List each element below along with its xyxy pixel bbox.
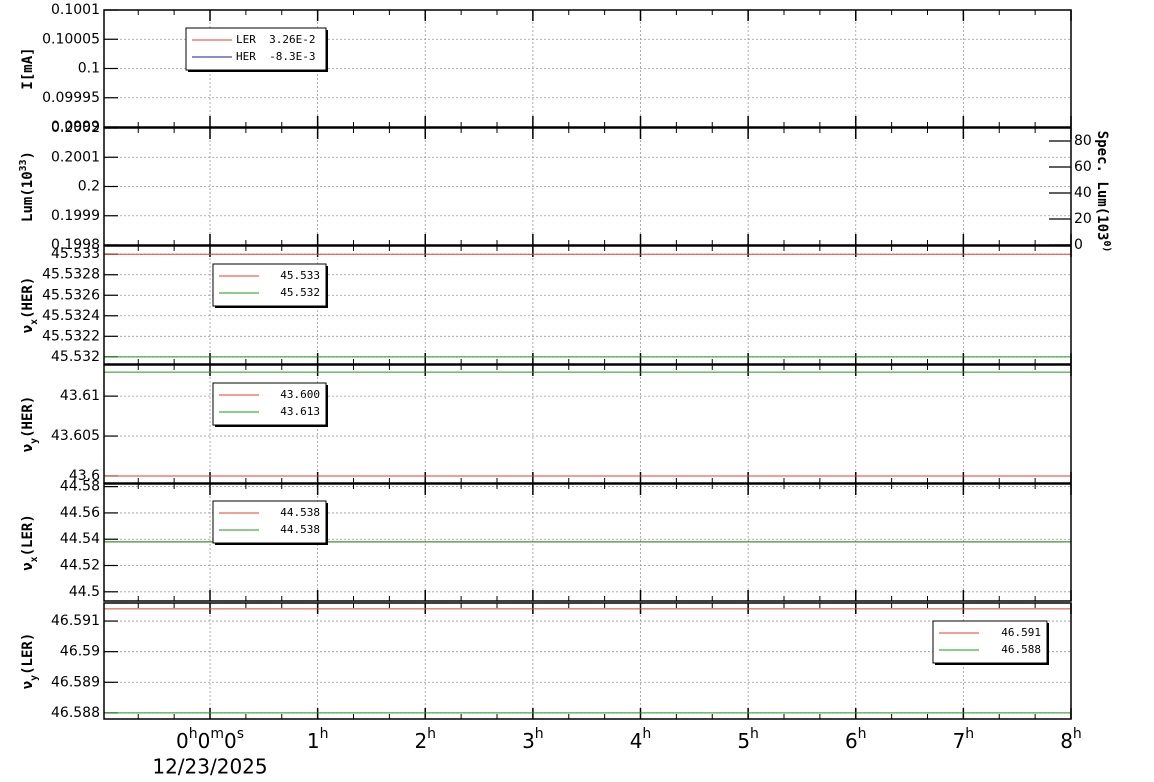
legend-label: 45.532 — [280, 286, 320, 299]
x-tick-label: 0h0m0s — [176, 726, 244, 753]
y-tick-label: 45.532 — [51, 349, 100, 365]
y2-tick-label: 80 — [1074, 133, 1092, 149]
y-axis-label: I[mA] — [20, 47, 36, 89]
y-tick-label: 46.59 — [60, 644, 100, 660]
y2-tick-label: 20 — [1074, 211, 1092, 227]
y2-tick-label: 60 — [1074, 159, 1092, 175]
y-tick-label: 0.1 — [78, 61, 100, 77]
y-tick-label: 45.533 — [51, 246, 100, 262]
legend-label: 43.613 — [280, 405, 320, 418]
y-tick-label: 46.591 — [51, 613, 100, 629]
y-tick-label: 44.52 — [60, 558, 100, 574]
y-tick-label: 0.09995 — [42, 90, 100, 106]
y-tick-label: 0.1999 — [51, 208, 100, 224]
y-tick-label: 43.61 — [60, 388, 100, 404]
y-tick-label: 46.588 — [51, 705, 100, 721]
legend-box — [212, 263, 327, 307]
x-tick-label: 2h — [414, 726, 436, 753]
y-tick-label: 44.56 — [60, 505, 100, 521]
legend-label: 43.600 — [280, 388, 320, 401]
y-tick-label: 0.1998 — [51, 237, 100, 253]
y-tick-label: 45.5328 — [42, 267, 100, 283]
legend-box — [212, 382, 327, 426]
y-axis-label: νx(LER) — [20, 514, 40, 571]
y-axis-label: Lum(1033) — [18, 151, 37, 222]
panel-frame — [103, 245, 1072, 365]
y-tick-label: 44.5 — [69, 584, 100, 600]
legend-label: 46.591 — [1001, 626, 1041, 639]
x-tick-label: 8h — [1060, 726, 1082, 753]
x-tick-label: 3h — [522, 726, 544, 753]
x-tick-label: 6h — [845, 726, 867, 753]
y-tick-label: 45.5326 — [42, 287, 100, 303]
legend-label: 44.538 — [280, 523, 320, 536]
panel-frame — [103, 602, 1072, 720]
y-tick-label: 43.605 — [51, 428, 100, 444]
y-tick-label: 44.54 — [60, 531, 100, 547]
x-tick-label: 4h — [630, 726, 652, 753]
y-tick-label: 44.58 — [60, 479, 100, 495]
y-tick-label: 0.2 — [78, 179, 100, 195]
y-tick-label: 0.10005 — [42, 31, 100, 47]
y-axis-label: νy(HER) — [20, 396, 40, 453]
y-tick-label: 46.589 — [51, 674, 100, 690]
y-tick-label: 0.0999 — [51, 119, 100, 135]
legend-box — [185, 27, 327, 71]
y-axis-label: νy(LER) — [20, 633, 40, 690]
legend-label: 45.533 — [280, 269, 320, 282]
legend-label: LER 3.26E-2 — [236, 33, 315, 46]
legend-box — [212, 500, 327, 544]
panel-frame — [103, 9, 1072, 128]
legend-label: 44.538 — [280, 506, 320, 519]
x-tick-label: 7h — [953, 726, 975, 753]
x-tick-label: 5h — [737, 726, 759, 753]
y-tick-label: 0.2001 — [51, 149, 100, 165]
panel-frame — [103, 483, 1072, 602]
y-tick-label: 0.2002 — [51, 120, 100, 136]
legend-box — [932, 620, 1048, 664]
y-tick-label: 0.1001 — [51, 2, 100, 18]
panel-frame — [103, 127, 1072, 246]
y-axis-label: νx(HER) — [20, 277, 40, 334]
y-tick-label: 45.5324 — [42, 308, 100, 324]
y2-tick-label: 0 — [1074, 237, 1083, 253]
legend-label: HER -8.3E-3 — [236, 50, 315, 63]
legend-label: 46.588 — [1001, 643, 1041, 656]
y2-tick-label: 40 — [1074, 185, 1092, 201]
y-tick-label: 45.5322 — [42, 328, 100, 344]
y-tick-label: 43.6 — [69, 468, 100, 484]
y2-axis-label: Spec. Lum(1030) — [1094, 131, 1113, 253]
panel-frame — [103, 364, 1072, 484]
x-axis-label: 12/23/2025 — [152, 755, 267, 779]
x-tick-label: 1h — [307, 726, 329, 753]
